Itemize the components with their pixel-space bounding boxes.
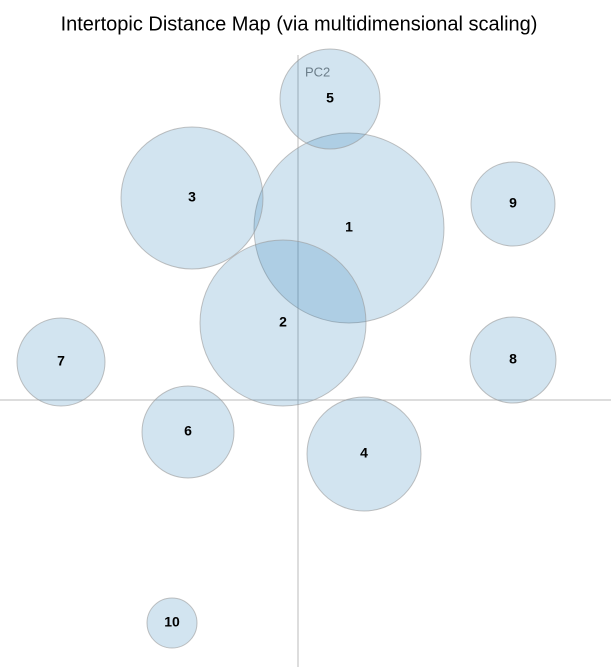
topic-label: 5: [326, 90, 334, 106]
topic-label: 10: [164, 614, 180, 630]
topic-bubble: [279, 48, 381, 150]
topic-bubble: [253, 132, 445, 324]
topic-label: 8: [509, 351, 517, 367]
topic-bubble: [16, 317, 106, 407]
topic-bubble: [146, 597, 198, 649]
topic-label: 2: [279, 314, 287, 330]
bubbles: [16, 48, 557, 649]
topic-bubble: [306, 396, 422, 512]
topic-label: 1: [345, 219, 353, 235]
topic-label: 7: [57, 353, 65, 369]
topic-bubble: [199, 239, 367, 407]
topic-bubble: [120, 126, 264, 270]
topic-label: 6: [184, 423, 192, 439]
y-axis-label: PC2: [305, 64, 330, 79]
topic-bubble: [469, 316, 557, 404]
topic-label: 3: [188, 189, 196, 205]
topic-bubble: [470, 161, 556, 247]
chart-title: Intertopic Distance Map (via multidimens…: [61, 13, 538, 35]
topic-bubble: [141, 385, 235, 479]
topic-label: 4: [360, 445, 368, 461]
topic-label: 9: [509, 195, 517, 211]
